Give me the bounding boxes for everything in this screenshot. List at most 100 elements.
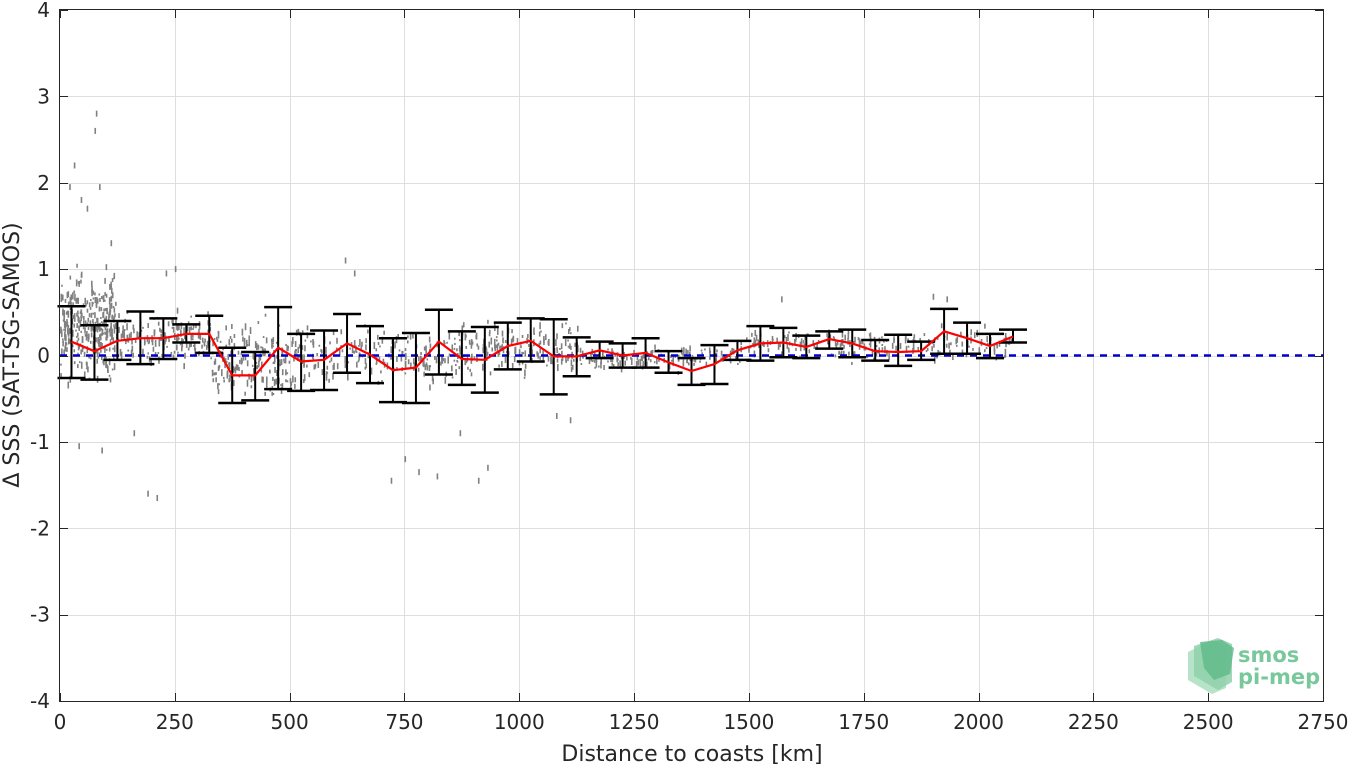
data-point [758,343,760,348]
data-point [464,360,467,366]
data-point [950,342,952,346]
data-point [447,356,450,364]
data-point [69,275,72,280]
data-point [126,323,128,331]
data-point [181,342,184,348]
data-point [100,327,103,331]
data-point [365,363,368,369]
data-point [465,334,467,338]
data-point [573,358,575,362]
data-point [375,348,378,352]
data-point [157,321,160,326]
data-point [834,341,837,347]
data-point [919,337,921,342]
data-point [90,324,93,332]
data-point [77,310,79,315]
data-point [70,294,73,301]
data-point [858,338,861,346]
data-point [404,372,407,375]
data-point [111,334,114,340]
data-point [110,302,113,309]
data-point [111,368,114,371]
data-point [82,327,85,330]
data-point [260,346,262,349]
data-point [183,363,185,370]
data-point [113,276,115,280]
data-point [826,333,828,338]
data-point-outlier [946,296,948,303]
data-point [69,375,72,383]
x-tick-label: 1000 [494,710,545,734]
data-point [243,341,246,348]
data-point-outlier [436,473,439,480]
logo-mark [1188,638,1234,694]
data-point [74,293,76,301]
data-point [301,330,304,335]
data-point [227,353,230,360]
data-point [501,360,503,367]
data-point [253,368,255,375]
data-point [344,363,347,369]
data-point [341,349,344,353]
data-point [705,361,708,367]
data-point [521,335,524,339]
data-point [340,329,343,335]
data-point [560,358,563,365]
data-point [888,353,890,361]
data-point [556,347,558,351]
data-point [314,363,317,369]
data-point [970,329,972,336]
data-point [397,333,400,339]
data-point [591,359,594,362]
data-point [731,347,733,354]
data-point [285,343,287,346]
data-point [103,308,105,312]
data-point-outlier [165,270,168,277]
data-point [435,356,438,364]
data-point [217,383,219,390]
data-point [92,328,95,332]
data-point [84,333,87,337]
data-point [367,329,369,334]
data-point [332,372,334,380]
data-point [91,301,94,307]
data-point [184,352,186,359]
y-tick-label: -1 [30,430,50,454]
data-point [256,343,258,351]
data-point [923,333,926,337]
data-point [171,319,173,324]
data-point [67,310,70,318]
data-point [407,335,409,339]
data-point [611,359,614,363]
data-point [62,338,64,341]
data-point [582,356,584,359]
data-point [176,324,179,331]
data-point [122,325,124,333]
data-point [533,332,535,335]
data-point [97,339,99,343]
data-point [198,352,200,356]
data-point [565,359,567,363]
data-point [172,354,175,358]
data-point [71,344,74,348]
data-point [861,340,864,345]
data-point [687,349,689,354]
data-point [955,338,957,345]
data-point-outlier [932,293,935,300]
data-point [148,339,151,344]
data-point [248,341,250,347]
data-point [567,339,569,342]
data-point [799,355,801,358]
data-point [94,326,97,332]
data-point [105,348,108,351]
data-point [134,338,137,344]
data-point [754,339,757,347]
data-point [100,349,102,353]
data-point [353,350,356,354]
data-point [359,338,361,345]
data-point [499,345,501,350]
data-point [166,345,168,348]
data-point-outlier [487,464,489,471]
data-point [271,340,273,348]
data-point [328,378,330,383]
